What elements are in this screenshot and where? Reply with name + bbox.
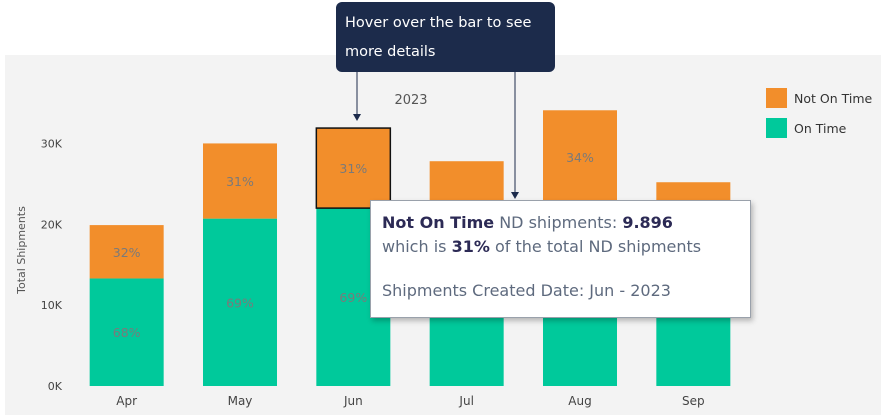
legend-swatch-on-time (766, 118, 787, 138)
legend-item-not-on-time[interactable]: Not On Time (766, 88, 872, 108)
bar-not-on-time[interactable] (543, 110, 617, 204)
legend-label-not-on-time: Not On Time (794, 90, 873, 106)
callout-arrowhead-left (353, 114, 361, 121)
bar-on-time[interactable] (89, 278, 164, 386)
x-tick-label: Apr (116, 394, 137, 408)
y-tick-label: 30K (41, 137, 63, 150)
x-tick-label: Jul (458, 394, 473, 408)
tooltip-share-prefix: which is (382, 237, 447, 256)
bar-not-on-time[interactable] (89, 225, 164, 279)
bar-data-label: 31% (226, 174, 254, 189)
tooltip-value: 9.896 (622, 213, 673, 232)
bar-not-on-time[interactable] (315, 127, 392, 209)
tooltip-value-line: Not On Time ND shipments: 9.896 (382, 213, 673, 232)
chart-title: 2023 (394, 93, 427, 108)
bar-data-label: 69% (226, 295, 254, 310)
tooltip-share: 31% (451, 237, 490, 256)
x-tick-label: Jun (343, 394, 363, 408)
legend: Not On Time On Time (766, 88, 872, 148)
y-tick-label: 10K (41, 299, 63, 312)
tooltip-metric: ND shipments (499, 213, 612, 232)
bar-tooltip: Not On Time ND shipments: 9.896 which is… (370, 200, 751, 318)
x-tick-label: May (228, 394, 253, 408)
tooltip-series-name: Not On Time (382, 213, 495, 232)
bar-data-label: 68% (113, 325, 141, 340)
bar-data-label: 34% (566, 150, 594, 165)
tooltip-share-line: which is 31% of the total ND shipments (382, 235, 739, 259)
legend-label-on-time: On Time (794, 120, 847, 136)
x-tick-label: Sep (682, 394, 705, 408)
callout-line-1: Hover over the bar to see (345, 15, 532, 31)
bar-not-on-time[interactable] (203, 143, 277, 219)
bar-on-time[interactable] (203, 218, 277, 386)
callout-arrowhead-right (511, 192, 519, 199)
y-axis-label: Total Shipments (15, 206, 28, 295)
tooltip-share-suffix: of the total ND shipments (494, 237, 702, 256)
y-tick-label: 20K (41, 218, 63, 231)
tooltip-date: Shipments Created Date: Jun - 2023 (382, 281, 671, 300)
bar-data-label: 32% (113, 245, 141, 260)
y-tick-label: 0K (48, 380, 63, 393)
legend-swatch-not-on-time (766, 88, 787, 108)
bar-data-label: 69% (339, 290, 367, 305)
legend-item-on-time[interactable]: On Time (766, 118, 872, 138)
x-tick-label: Aug (568, 394, 591, 408)
hover-hint-callout: Hover over the bar to see more details (336, 2, 555, 72)
bar-data-label: 31% (339, 161, 367, 176)
callout-line-2: more details (345, 44, 436, 60)
